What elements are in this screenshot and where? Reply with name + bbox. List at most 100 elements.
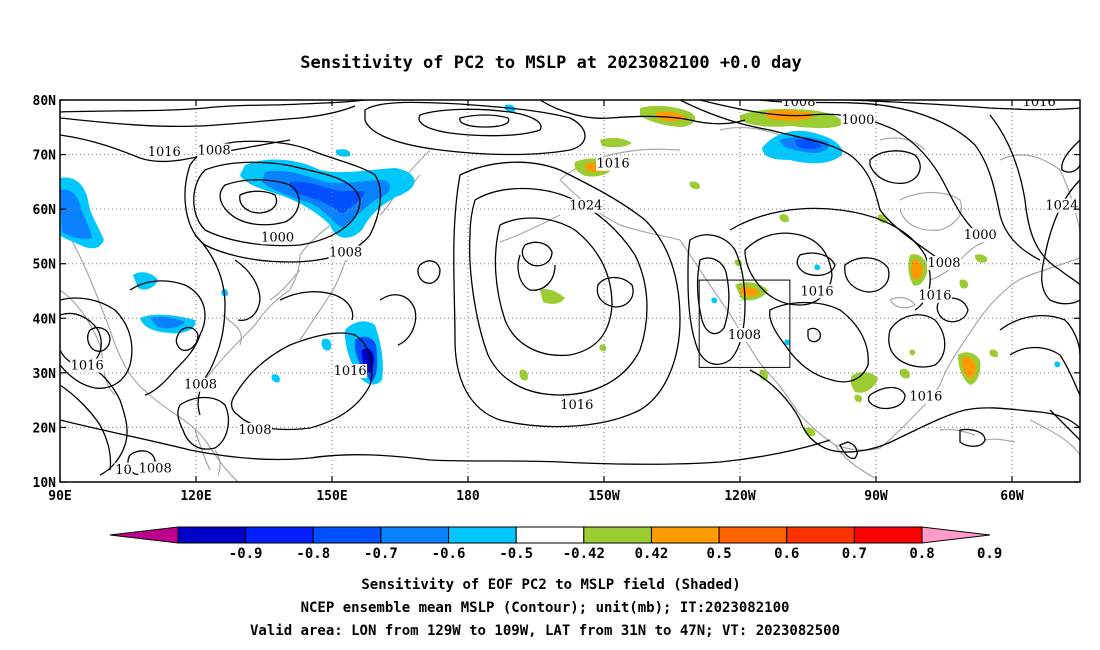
colorbar-tick-label: 0.7	[842, 546, 867, 562]
colorbar-segment	[583, 526, 652, 544]
contour-label: 1008	[184, 378, 217, 393]
caption-line-3: Valid area: LON from 129W to 109W, LAT f…	[250, 623, 840, 639]
contour-label: 1016	[148, 145, 181, 160]
map-title: Sensitivity of PC2 to MSLP at 2023082100…	[300, 53, 802, 73]
contour-label-halo	[781, 100, 816, 110]
colorbar-tick-label: -0.42	[563, 546, 605, 562]
contour-label: 1016	[560, 398, 593, 413]
contour-label-halo	[840, 113, 875, 128]
lat-tick-label: 50N	[33, 258, 57, 273]
contour-label-halo	[800, 284, 835, 299]
colorbar-tick-label: 0.9	[977, 546, 1002, 562]
contour-label-halo	[727, 328, 762, 343]
contour-label-halo	[183, 377, 218, 392]
lon-tick-label: 90W	[864, 489, 888, 504]
lat-tick-label: 60N	[33, 203, 57, 218]
contour-label: 1016	[918, 289, 951, 304]
contour-label: 1008	[728, 328, 761, 343]
contour-label-halo	[1022, 100, 1057, 110]
contour-label-halo	[596, 156, 631, 171]
lat-tick-label: 30N	[33, 367, 57, 382]
contour-label: 1016	[801, 284, 834, 299]
lat-tick-label: 20N	[33, 421, 57, 436]
contour-label: 1000	[841, 113, 874, 128]
caption-line-1: Sensitivity of EOF PC2 to MSLP field (Sh…	[361, 577, 740, 593]
valid-area-box	[698, 279, 791, 368]
contour-label-halo	[237, 422, 272, 437]
lon-tick-label: 150E	[316, 489, 347, 504]
colorbar-segment	[380, 526, 450, 544]
lon-tick-label: 150W	[588, 489, 619, 504]
colorbar-tick-label: -0.6	[432, 546, 466, 562]
lon-tick-label: 120E	[180, 489, 211, 504]
colorbar-tick-label: 0.8	[909, 546, 934, 562]
contour-label: 1024	[569, 199, 602, 214]
mslp-contours	[60, 100, 1080, 476]
contour-label: 1024	[1045, 199, 1078, 214]
latitude-labels: 80N 70N 60N 50N 40N 30N 20N 10N	[33, 94, 1080, 491]
contour-label-halo	[559, 397, 594, 412]
contour-label-halo	[1044, 198, 1079, 213]
colorbar-tick-label: 0.6	[774, 546, 799, 562]
lon-tick-label: 90E	[48, 489, 71, 504]
contour-label: 1008	[927, 256, 960, 271]
lon-tick-label: 180	[456, 489, 480, 504]
contour-label-halo	[333, 364, 368, 379]
contour-label: 1016	[71, 359, 104, 374]
map-area: 1008 1000 1016 1016 1008 1016 1024 1000 1008 1000…	[60, 95, 1080, 482]
contour-label: 1016	[597, 157, 630, 172]
colorbar-triangle-right	[921, 526, 991, 544]
contour-label-halo	[908, 389, 943, 404]
map-frame	[59, 99, 1081, 483]
contour-label-halo	[260, 230, 295, 245]
caption-line-2: NCEP ensemble mean MSLP (Contour); unit(…	[301, 600, 790, 616]
contour-label: 1016	[1023, 95, 1056, 110]
colorbar-segment	[650, 526, 720, 544]
contour-label: 1008	[329, 246, 362, 261]
colorbar-tick-label: -0.5	[499, 546, 533, 562]
colorbar-segment	[177, 526, 247, 544]
colorbar-tick-label: -0.9	[229, 546, 263, 562]
colorbar-triangle-left	[109, 526, 179, 544]
contour-label-halo	[963, 228, 998, 243]
colorbar-segment	[245, 526, 314, 544]
lon-tick-label: 60W	[1000, 489, 1024, 504]
lat-tick-label: 40N	[33, 312, 57, 327]
colorbar-tick-label: -0.7	[364, 546, 398, 562]
sensitivity-shading	[60, 104, 1061, 437]
contour-label: 10	[115, 463, 132, 478]
colorbar-segment	[515, 526, 585, 544]
lon-tick-label: 120W	[724, 489, 755, 504]
contour-label-halo	[147, 145, 182, 160]
contour-label-halo	[568, 198, 603, 213]
contour-label-halo	[927, 255, 961, 270]
colorbar-tick-label: 0.5	[706, 546, 731, 562]
contour-label-halo	[70, 358, 105, 373]
colorbar-segment	[786, 526, 855, 544]
lat-tick-label: 70N	[33, 149, 57, 164]
contour-label: 1000	[964, 228, 997, 243]
contour-label: 1008	[782, 95, 815, 110]
colorbar-tick-label: 0.42	[635, 546, 669, 562]
contour-label: 1008	[139, 462, 172, 477]
colorbar: -0.9 -0.8 -0.7 -0.6 -0.5 -0.42 0.42 0.5 0.6 0.7 0.…	[109, 526, 1002, 562]
colorbar-segment	[718, 526, 788, 544]
contour-label: 1016	[334, 364, 367, 379]
contour-label-halo	[917, 288, 952, 303]
contour-label: 1000	[261, 230, 294, 245]
longitude-labels: 90E 120E 150E 180 150W 120W 90W 60W	[48, 100, 1024, 504]
colorbar-tick-label: -0.8	[296, 546, 330, 562]
contour-label-halo	[197, 143, 232, 158]
contour-label: 1016	[909, 390, 942, 405]
contour-labels: 1008 1000 1016 1016 1008 1016 1024 1000 1008 1000…	[70, 95, 1079, 478]
contour-label-halo	[328, 245, 363, 260]
lat-tick-label: 10N	[33, 476, 57, 491]
contour-label-halo	[138, 461, 173, 476]
colorbar-segment	[448, 526, 517, 544]
colorbar-segment	[312, 526, 382, 544]
contour-label: 1008	[238, 423, 271, 438]
colorbar-segment	[853, 526, 923, 544]
contour-label-halo	[114, 462, 133, 477]
lat-tick-label: 80N	[33, 94, 57, 109]
